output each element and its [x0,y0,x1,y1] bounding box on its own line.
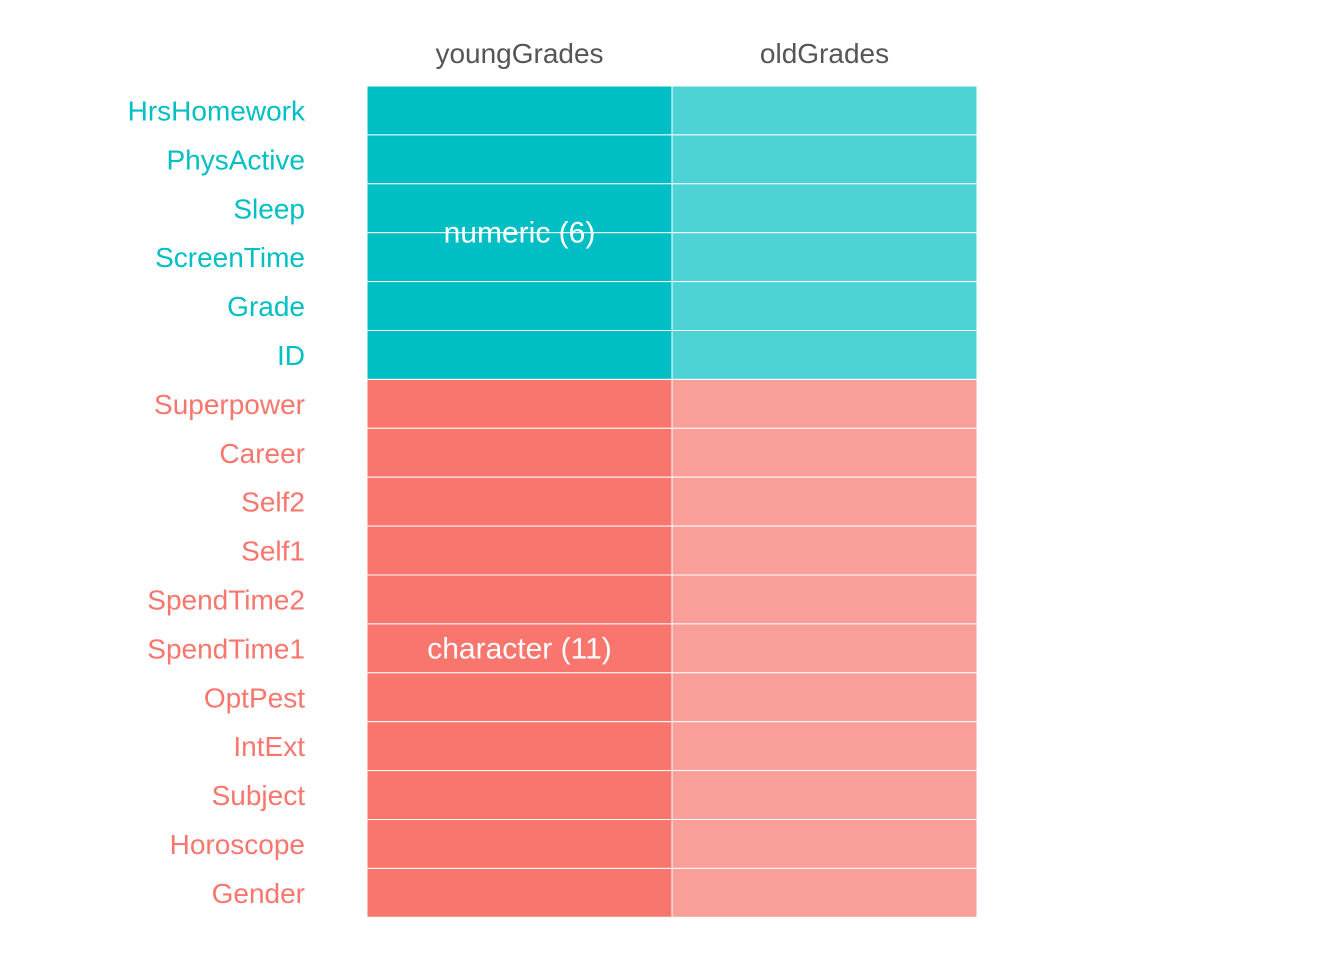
heatmap-cell [366,378,673,429]
heatmap-cell [366,427,673,478]
heatmap-cell [671,232,978,283]
row-label: ID [277,340,305,371]
heatmap-cell [671,427,978,478]
row-label: SpendTime2 [147,584,305,615]
row-label: PhysActive [167,144,306,175]
heatmap-cell [366,819,673,869]
row-label: Self1 [241,536,305,567]
heatmap-cell [366,721,673,772]
group-label: numeric (6) [444,217,596,250]
heatmap-cell [366,623,673,674]
heatmap-cell [366,672,673,723]
column-label: oldGrades [760,38,889,69]
heatmap-cell [671,574,978,625]
row-label: Horoscope [170,829,305,860]
row-label: Sleep [233,193,305,224]
row-label: Gender [212,878,305,909]
row-label: Superpower [154,389,305,420]
row-label: Subject [212,780,306,811]
heatmap-cell [671,770,978,820]
heatmap-cell [671,281,978,332]
heatmap-cell [671,867,978,918]
row-label: Self2 [241,487,305,518]
column-labels: youngGrades oldGrades [435,38,889,69]
heatmap-cell [671,819,978,869]
group-label: character (11) [427,632,612,665]
row-label: Grade [227,291,305,322]
heatmap-cell [366,134,673,185]
row-label: ScreenTime [155,242,305,273]
heatmap-cell [366,183,673,234]
group-labels: numeric (6) character (11) [427,217,612,666]
heatmap-cell [366,85,673,136]
heatmap-cell [671,672,978,723]
row-label: SpendTime1 [147,633,305,664]
heatmap-cell [366,867,673,918]
row-label: Career [219,438,305,469]
row-labels: HrsHomework PhysActive Sleep ScreenTime Grad… [128,95,306,908]
cells-layer [366,85,978,918]
heatmap-cell [366,770,673,820]
heatmap-cell [671,330,978,380]
heatmap-cell [671,721,978,772]
heatmap-cell [671,476,978,527]
heatmap-cell [366,281,673,332]
row-label: HrsHomework [128,95,306,126]
heatmap-cell [366,525,673,576]
heatmap-cell [671,378,978,429]
row-label: IntExt [233,731,305,762]
heatmap-cell [671,134,978,185]
heatmap-cell [671,623,978,674]
heatmap-cell [366,232,673,283]
column-label: youngGrades [435,38,603,69]
row-label: OptPest [204,682,305,713]
heatmap-cell [366,574,673,625]
heatmap-cell [671,183,978,234]
heatmap-cell [671,85,978,136]
heatmap-cell [671,525,978,576]
heatmap-cell [366,476,673,527]
heatmap-cell [366,330,673,380]
